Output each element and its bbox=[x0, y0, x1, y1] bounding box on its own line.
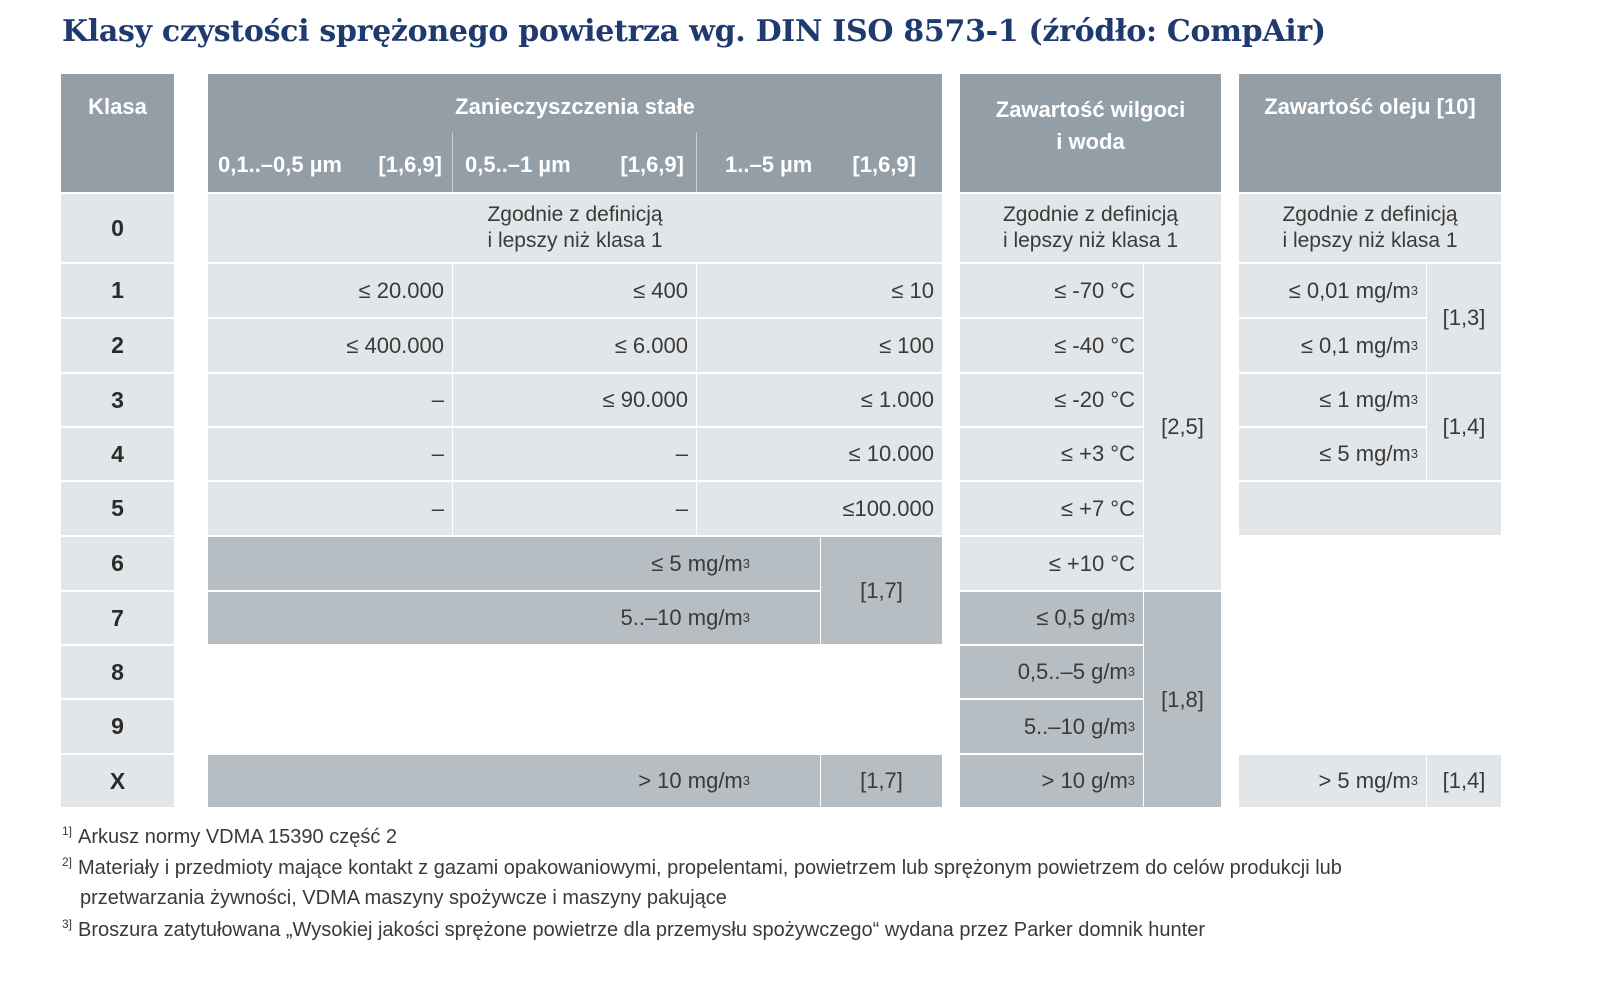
solid-cell-r4-c2: – bbox=[453, 428, 696, 480]
solid-cell-r2-c1: ≤ 400.000 bbox=[208, 319, 452, 372]
water-ref: [1,8] bbox=[1144, 592, 1221, 807]
footnote-1: 1] Arkusz normy VDMA 15390 część 2 bbox=[62, 822, 397, 852]
solid-cell-r1-c3: ≤ 10 bbox=[697, 264, 942, 317]
footnote-mark: 1] bbox=[62, 824, 73, 839]
solid-cell-r4-c3: ≤ 10.000 bbox=[697, 428, 942, 480]
solid-cell-r3-c1: – bbox=[208, 374, 452, 426]
footnote-mark: 3] bbox=[62, 917, 73, 932]
class-label-2: 2 bbox=[61, 319, 174, 372]
water-class-7: ≤ 0,5 g/m 3 bbox=[960, 592, 1143, 644]
solid-mass-ref-x: [1,7] bbox=[821, 755, 942, 807]
solid-cell-r1-c1: ≤ 20.000 bbox=[208, 264, 452, 317]
water-class-9: 5..–10 g/m 3 bbox=[960, 700, 1143, 753]
footnote-2: 2] Materiały i przedmioty mające kontakt … bbox=[62, 853, 1342, 913]
class-label-6: 6 bbox=[61, 537, 174, 590]
header-solid-title: Zanieczyszczenia stałe bbox=[455, 94, 695, 119]
solid-cell-r1-c2: ≤ 400 bbox=[453, 264, 696, 317]
moisture-class-3: ≤ -20 °C bbox=[960, 374, 1143, 426]
header-moisture: Zawartość wilgoci i woda bbox=[960, 74, 1221, 192]
page-title: Klasy czystości sprężonego powietrza wg.… bbox=[62, 14, 1326, 49]
footnote-3: 3] Broszura zatytułowana „Wysokiej jakośc… bbox=[62, 915, 1205, 945]
moisture-class-6: ≤ +10 °C bbox=[960, 537, 1143, 590]
moisture-class-4: ≤ +3 °C bbox=[960, 428, 1143, 480]
header-oil: Zawartość oleju [10] bbox=[1239, 74, 1501, 192]
solid-cell-r5-c1: – bbox=[208, 482, 452, 535]
footnote-mark: 2] bbox=[62, 855, 73, 870]
header-solid-sub-1: 0,1..–0,5 µm [1,6,9] bbox=[218, 152, 442, 177]
oil-class-4: ≤ 5 mg/m 3 bbox=[1239, 428, 1426, 480]
moisture-class-1: ≤ -70 °C bbox=[960, 264, 1143, 317]
class-label-x: X bbox=[61, 755, 174, 807]
solid-cell-r4-c1: – bbox=[208, 428, 452, 480]
solid-cell-r2-c2: ≤ 6.000 bbox=[453, 319, 696, 372]
header-solid: Zanieczyszczenia stałe 0,1..–0,5 µm [1,6… bbox=[208, 74, 942, 192]
solid-cell-r5-c2: – bbox=[453, 482, 696, 535]
solid-cell-r5-c3: ≤100.000 bbox=[697, 482, 942, 535]
class-label-8: 8 bbox=[61, 646, 174, 698]
solid-mass-class-6: ≤ 5 mg/m 3 bbox=[208, 537, 820, 590]
oil-ref-12: [1,3] bbox=[1427, 264, 1501, 372]
solid-cell-r3-c3: ≤ 1.000 bbox=[697, 374, 942, 426]
footnote-text: przetwarzania żywności, VDMA maszyny spo… bbox=[80, 887, 727, 909]
class-label-7: 7 bbox=[61, 592, 174, 644]
oil-class-0: Zgodnie z definicją i lepszy niż klasa 1 bbox=[1239, 194, 1501, 262]
oil-ref-34: [1,4] bbox=[1427, 374, 1501, 480]
footnote-text: Broszura zatytułowana „Wysokiej jakości … bbox=[78, 919, 1205, 941]
header-solid-sub-3: 1..–5 µm [1,6,9] bbox=[725, 152, 916, 177]
class-label-1: 1 bbox=[61, 264, 174, 317]
class-label-4: 4 bbox=[61, 428, 174, 480]
oil-class-x: > 5 mg/m 3 bbox=[1239, 755, 1426, 807]
header-klasa: Klasa bbox=[61, 74, 174, 192]
class-label-5: 5 bbox=[61, 482, 174, 535]
solid-mass-class-x: > 10 mg/m 3 bbox=[208, 755, 820, 807]
class-label-0: 0 bbox=[61, 194, 174, 262]
solid-cell-r2-c3: ≤ 100 bbox=[697, 319, 942, 372]
oil-class-1: ≤ 0,01 mg/m 3 bbox=[1239, 264, 1426, 317]
footnote-text: Arkusz normy VDMA 15390 część 2 bbox=[78, 826, 398, 848]
moisture-class-2: ≤ -40 °C bbox=[960, 319, 1143, 372]
oil-ref-x: [1,4] bbox=[1427, 755, 1501, 807]
footnote-text: Materiały i przedmioty mające kontakt z … bbox=[78, 857, 1342, 879]
solid-mass-class-7: 5..–10 mg/m 3 bbox=[208, 592, 820, 644]
solid-cell-r3-c2: ≤ 90.000 bbox=[453, 374, 696, 426]
moisture-class-5: ≤ +7 °C bbox=[960, 482, 1143, 535]
solid-mass-ref-67: [1,7] bbox=[821, 537, 942, 644]
class-label-3: 3 bbox=[61, 374, 174, 426]
header-solid-sub-2: 0,5..–1 µm [1,6,9] bbox=[465, 152, 684, 177]
water-class-x: > 10 g/m 3 bbox=[960, 755, 1143, 807]
water-class-8: 0,5..–5 g/m 3 bbox=[960, 646, 1143, 698]
oil-class-2: ≤ 0,1 mg/m 3 bbox=[1239, 319, 1426, 372]
class-label-9: 9 bbox=[61, 700, 174, 753]
oil-class-3: ≤ 1 mg/m 3 bbox=[1239, 374, 1426, 426]
moisture-class-0: Zgodnie z definicją i lepszy niż klasa 1 bbox=[960, 194, 1221, 262]
oil-class-5 bbox=[1239, 482, 1501, 535]
solid-class-0: Zgodnie z definicją i lepszy niż klasa 1 bbox=[208, 194, 942, 262]
moisture-ref: [2,5] bbox=[1144, 264, 1221, 590]
